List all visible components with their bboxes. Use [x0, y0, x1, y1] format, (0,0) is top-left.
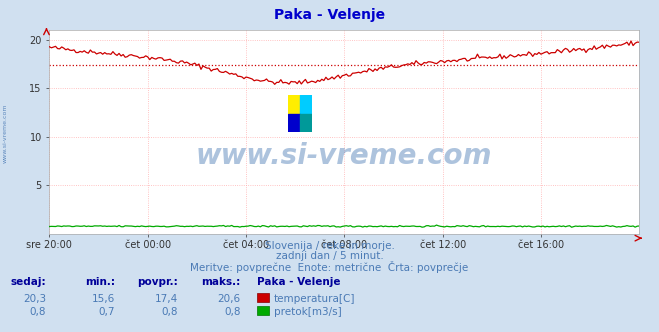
- Text: Paka - Velenje: Paka - Velenje: [274, 8, 385, 22]
- Text: 20,3: 20,3: [23, 294, 46, 304]
- Bar: [288, 114, 300, 132]
- Text: 0,8: 0,8: [224, 307, 241, 317]
- Text: sedaj:: sedaj:: [11, 277, 46, 287]
- Text: 0,8: 0,8: [30, 307, 46, 317]
- Text: povpr.:: povpr.:: [137, 277, 178, 287]
- Text: maks.:: maks.:: [201, 277, 241, 287]
- Text: www.si-vreme.com: www.si-vreme.com: [196, 142, 492, 170]
- Text: 17,4: 17,4: [155, 294, 178, 304]
- Text: Paka - Velenje: Paka - Velenje: [257, 277, 341, 287]
- Bar: [288, 95, 300, 114]
- Bar: [300, 114, 312, 132]
- Text: www.si-vreme.com: www.si-vreme.com: [3, 103, 8, 163]
- Text: Slovenija / reke in morje.: Slovenija / reke in morje.: [264, 241, 395, 251]
- Text: 15,6: 15,6: [92, 294, 115, 304]
- Text: temperatura[C]: temperatura[C]: [274, 294, 356, 304]
- Bar: [300, 95, 312, 114]
- Text: 20,6: 20,6: [217, 294, 241, 304]
- Text: 0,8: 0,8: [161, 307, 178, 317]
- Text: min.:: min.:: [85, 277, 115, 287]
- Text: Meritve: povprečne  Enote: metrične  Črta: povprečje: Meritve: povprečne Enote: metrične Črta:…: [190, 261, 469, 273]
- Text: zadnji dan / 5 minut.: zadnji dan / 5 minut.: [275, 251, 384, 261]
- Text: 0,7: 0,7: [99, 307, 115, 317]
- Text: pretok[m3/s]: pretok[m3/s]: [274, 307, 342, 317]
